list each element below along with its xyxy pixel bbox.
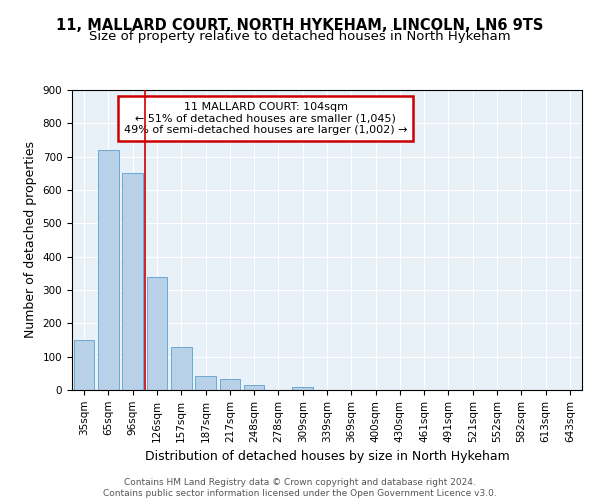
Bar [220, 379, 240, 390]
Bar [292, 386, 313, 390]
Text: Contains HM Land Registry data © Crown copyright and database right 2024.
Contai: Contains HM Land Registry data © Crown c… [103, 478, 497, 498]
Bar [74, 340, 94, 390]
Text: 11, MALLARD COURT, NORTH HYKEHAM, LINCOLN, LN6 9TS: 11, MALLARD COURT, NORTH HYKEHAM, LINCOL… [56, 18, 544, 32]
Bar [146, 276, 167, 390]
Text: Size of property relative to detached houses in North Hykeham: Size of property relative to detached ho… [89, 30, 511, 43]
Bar [195, 376, 216, 390]
Text: 11 MALLARD COURT: 104sqm
← 51% of detached houses are smaller (1,045)
49% of sem: 11 MALLARD COURT: 104sqm ← 51% of detach… [124, 102, 407, 135]
Bar [98, 150, 119, 390]
Y-axis label: Number of detached properties: Number of detached properties [24, 142, 37, 338]
X-axis label: Distribution of detached houses by size in North Hykeham: Distribution of detached houses by size … [145, 450, 509, 463]
Bar [122, 174, 143, 390]
Bar [171, 346, 191, 390]
Bar [244, 385, 265, 390]
